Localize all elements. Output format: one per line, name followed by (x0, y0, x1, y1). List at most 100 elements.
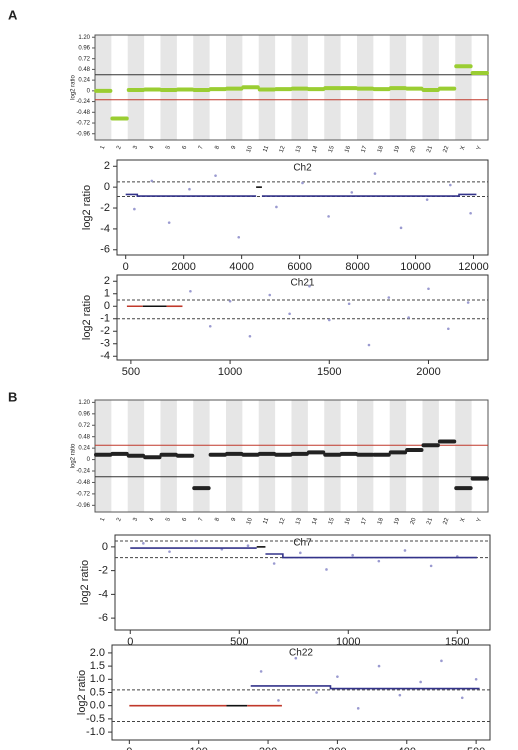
data-point (460, 696, 464, 700)
chromosome-band (226, 400, 243, 512)
y-tick-label: -0.48 (76, 110, 90, 116)
x-tick-label: 0 (123, 261, 129, 273)
y-tick-label: 0.72 (78, 423, 90, 429)
x-tick-label: 200 (259, 746, 277, 750)
y-tick-label: -0.48 (76, 480, 90, 486)
x-tick-label: 18 (377, 517, 385, 526)
data-point (327, 318, 331, 322)
x-tick-label: 14 (311, 145, 319, 154)
y-tick-label: -0.5 (86, 713, 105, 725)
data-point (440, 659, 443, 663)
y-tick-label: -1 (100, 313, 110, 325)
x-tick-label: 9 (231, 517, 238, 523)
y-tick-label: 1.5 (90, 660, 105, 672)
y-tick-label: 1.20 (78, 400, 90, 406)
y-tick-label: -2 (100, 202, 110, 214)
data-point (377, 559, 381, 563)
y-tick-label: -0.72 (76, 491, 90, 497)
data-point (403, 549, 407, 552)
x-tick-label: 8000 (345, 261, 369, 273)
y-tick-label: -6 (98, 612, 108, 624)
y-tick-label: -0.24 (76, 99, 90, 105)
x-tick-label: 19 (393, 145, 401, 154)
x-tick-label: 20 (410, 145, 418, 154)
panel-label: A (8, 7, 18, 22)
plot-frame (116, 274, 489, 361)
data-point (194, 539, 197, 543)
data-point (214, 174, 217, 177)
x-tick-label: 100 (190, 746, 208, 750)
x-tick-label: 15 (328, 145, 336, 154)
data-point (259, 670, 263, 673)
data-point (168, 550, 171, 553)
data-point (327, 215, 330, 218)
chromosome-band (455, 35, 472, 140)
segment-line (250, 685, 480, 690)
data-point (167, 221, 171, 224)
data-point (294, 656, 298, 660)
data-point (419, 680, 422, 684)
segment-line (125, 193, 257, 197)
y-axis-label: log2 ratio (71, 443, 77, 468)
x-tick-label: 5 (165, 145, 172, 151)
y-tick-label: 1.0 (90, 673, 105, 685)
plot-frame (111, 644, 491, 741)
y-axis-label: log2 ratio (71, 74, 77, 99)
x-tick-label: 1 (100, 517, 107, 523)
x-tick-label: 4000 (229, 261, 253, 273)
x-tick-label: 16 (344, 517, 352, 526)
x-tick-label: 1000 (218, 366, 242, 378)
x-tick-label: 500 (122, 366, 140, 378)
x-tick-label: 2 (116, 145, 123, 151)
y-tick-label: 0.5 (90, 686, 105, 698)
plot-frame (114, 534, 491, 631)
x-tick-label: 6 (182, 517, 189, 523)
x-tick-label: 8 (214, 145, 221, 151)
data-point (299, 551, 302, 555)
data-point (228, 299, 232, 303)
data-point (350, 191, 354, 194)
x-tick-label: 22 (442, 517, 450, 526)
y-tick-label: 0.48 (78, 67, 90, 73)
y-tick-label: 0.96 (78, 46, 90, 52)
data-point (248, 334, 252, 338)
data-point (208, 324, 212, 328)
x-tick-label: 14 (311, 517, 319, 526)
y-tick-label: 0 (104, 181, 110, 193)
data-point (325, 568, 328, 571)
x-tick-label: 10 (246, 517, 254, 526)
panel-label: B (8, 389, 17, 404)
data-point (474, 678, 478, 681)
data-point (275, 205, 278, 209)
y-axis-label: log2 ratio (76, 670, 88, 715)
data-point (429, 564, 433, 568)
chromosome-band (160, 35, 177, 140)
x-tick-label: 2000 (416, 366, 440, 378)
data-point (237, 235, 241, 239)
x-tick-label: 7 (198, 517, 205, 523)
x-tick-label: 12 (279, 517, 287, 526)
data-point (268, 293, 272, 297)
x-tick-label: Y (476, 517, 483, 523)
y-tick-label: 0.72 (78, 56, 90, 62)
x-tick-label: 0 (127, 636, 133, 648)
x-tick-label: 1 (100, 145, 107, 151)
x-tick-label: 7 (198, 145, 205, 151)
x-tick-label: 300 (328, 746, 346, 750)
data-point (315, 691, 318, 694)
data-point (356, 707, 360, 710)
x-tick-label: X (460, 145, 467, 151)
x-tick-label: 400 (398, 746, 416, 750)
data-point (189, 289, 192, 293)
y-tick-label: -2 (98, 565, 108, 577)
y-tick-label: -0.24 (76, 469, 90, 475)
y-tick-label: -4 (100, 350, 110, 362)
chromosome-band (422, 35, 439, 140)
data-point (150, 179, 154, 183)
x-tick-label: 4 (149, 145, 156, 151)
chromosome-band (258, 400, 276, 512)
y-tick-label: 0.24 (78, 78, 90, 84)
chart-title: Ch7 (293, 538, 312, 549)
x-tick-label: 16 (344, 145, 352, 154)
